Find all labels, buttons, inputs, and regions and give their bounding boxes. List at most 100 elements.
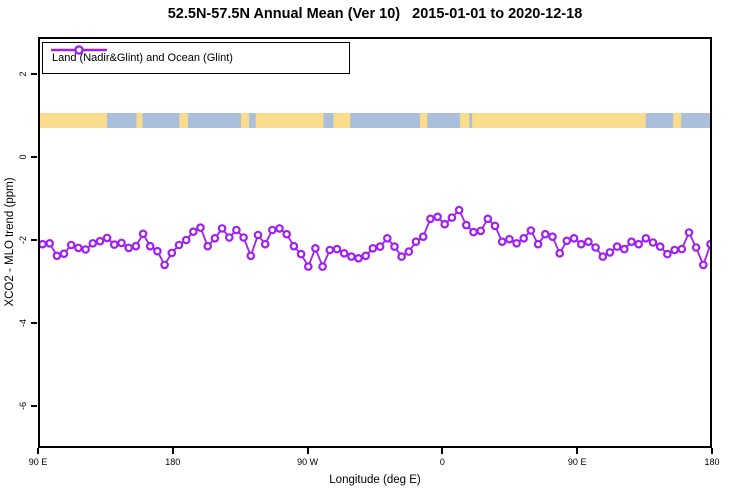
data-point-marker	[66, 240, 76, 250]
chart-title: 52.5N-57.5N Annual Mean (Ver 10) 2015-01…	[167, 6, 583, 22]
data-point-marker	[110, 240, 119, 249]
data-point-marker	[612, 242, 622, 251]
y-tick-label: -4	[18, 318, 28, 328]
data-point-marker	[605, 248, 615, 257]
x-tick-label: 90 W	[297, 457, 319, 467]
data-point-marker	[95, 236, 105, 246]
plot-svg	[40, 113, 710, 271]
data-point-marker	[332, 244, 342, 254]
data-point-marker	[426, 214, 435, 224]
data-point-marker	[433, 212, 442, 222]
data-point-marker	[354, 254, 363, 263]
y-tick-mark	[31, 405, 37, 407]
data-point-marker	[174, 240, 184, 250]
data-point-marker	[217, 224, 227, 233]
data-point-marker	[303, 262, 313, 271]
data-point-marker	[519, 234, 529, 243]
data-point-marker	[411, 237, 421, 247]
data-point-marker	[368, 244, 378, 253]
x-tick-mark	[711, 448, 713, 454]
data-point-marker	[461, 220, 471, 230]
data-point-marker	[124, 243, 134, 253]
data-point-marker	[375, 242, 385, 251]
data-point-marker	[318, 262, 327, 271]
land-band-segment	[179, 113, 189, 128]
data-point-marker	[548, 232, 557, 242]
x-tick-label: 180	[165, 457, 181, 467]
data-point-marker	[339, 249, 349, 258]
data-point-marker	[289, 241, 299, 251]
data-point-marker	[634, 239, 644, 249]
legend-label: Land (Nadir&Glint) and Ocean (Glint)	[52, 52, 233, 64]
data-point-marker	[138, 229, 148, 239]
data-point-marker	[232, 225, 241, 235]
data-point-marker	[189, 227, 198, 237]
land-band-segment	[673, 113, 682, 128]
land-band-segment	[460, 113, 470, 128]
y-axis-label: XCO2 - MLO trend (ppm)	[4, 177, 16, 307]
data-point-marker	[246, 251, 256, 261]
legend-box: Land (Nadir&Glint) and Ocean (Glint)	[42, 42, 350, 74]
data-point-marker	[239, 233, 248, 242]
land-band-segment	[333, 113, 351, 128]
y-tick-mark	[31, 73, 37, 75]
data-point-marker	[81, 245, 90, 254]
x-tick-label: 0	[439, 457, 445, 467]
data-point-marker	[505, 234, 514, 244]
land-band-segment	[419, 113, 428, 128]
data-point-marker	[512, 239, 521, 248]
data-point-marker	[347, 252, 356, 261]
data-point-marker	[296, 249, 306, 259]
data-point-marker	[196, 223, 205, 232]
x-tick-mark	[171, 448, 174, 454]
data-point-marker	[576, 239, 586, 249]
x-tick-mark	[306, 448, 309, 454]
data-point-marker	[153, 246, 162, 256]
legend-marker-icon	[74, 45, 84, 55]
data-point-marker	[203, 241, 213, 251]
data-point-marker	[145, 241, 155, 251]
y-tick-label: 2	[18, 71, 28, 77]
x-tick-label: 90 E	[28, 457, 48, 467]
x-tick-mark	[576, 448, 579, 454]
data-point-marker	[102, 233, 112, 243]
data-point-marker	[160, 260, 169, 270]
data-point-marker	[562, 236, 572, 246]
data-point-marker	[627, 237, 636, 247]
x-tick-mark	[37, 448, 39, 454]
x-tick-label: 90 E	[567, 457, 587, 467]
data-point-marker	[59, 249, 69, 259]
data-point-marker	[390, 242, 399, 251]
data-point-marker	[361, 251, 371, 261]
data-point-marker	[88, 239, 98, 248]
data-point-marker	[397, 252, 406, 261]
x-tick-mark	[441, 448, 444, 454]
data-point-marker	[454, 205, 464, 215]
land-band-segment	[40, 113, 107, 128]
land-band-segment	[136, 113, 143, 128]
data-point-marker	[418, 232, 428, 242]
data-point-marker	[663, 249, 672, 259]
data-point-marker	[268, 225, 277, 235]
data-point-marker	[655, 242, 665, 251]
data-point-marker	[117, 238, 126, 248]
data-point-marker	[311, 244, 320, 253]
data-point-marker	[698, 260, 708, 270]
data-point-marker	[584, 237, 593, 247]
data-point-marker	[483, 214, 493, 224]
data-point-marker	[497, 237, 507, 247]
data-point-marker	[45, 239, 55, 248]
data-point-marker	[540, 229, 550, 239]
data-point-marker	[476, 226, 486, 236]
y-tick-mark	[31, 156, 37, 158]
data-point-marker	[691, 243, 701, 252]
land-band-segment	[255, 113, 324, 128]
data-point-marker	[260, 239, 270, 249]
data-point-marker	[440, 219, 450, 229]
data-point-marker	[210, 234, 220, 243]
data-point-marker	[253, 230, 263, 240]
y-tick-label: -6	[18, 401, 28, 411]
y-tick-label: 0	[18, 154, 28, 160]
data-point-marker	[591, 243, 600, 252]
land-band-segment	[472, 113, 646, 128]
